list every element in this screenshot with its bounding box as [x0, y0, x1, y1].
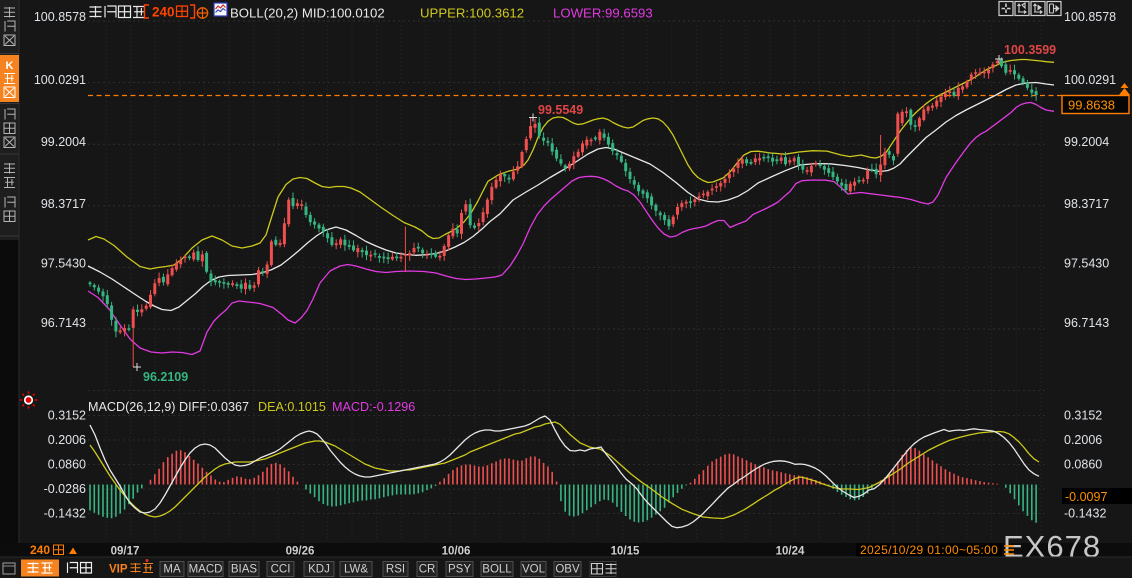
svg-text:UPPER:100.3612: UPPER:100.3612 [420, 6, 524, 21]
svg-text:96.2109: 96.2109 [143, 370, 188, 384]
svg-text:-0.0097: -0.0097 [1065, 490, 1107, 504]
svg-text:99.8638: 99.8638 [1068, 98, 1115, 113]
svg-text:KDJ: KDJ [308, 564, 330, 576]
svg-text:RSI: RSI [386, 564, 405, 576]
svg-text:VIP: VIP [109, 564, 128, 576]
svg-text:0.0860: 0.0860 [1064, 458, 1102, 472]
svg-text:-0.1432: -0.1432 [1064, 507, 1106, 521]
svg-text:96.7143: 96.7143 [1064, 316, 1109, 330]
svg-text:LOWER:99.6593: LOWER:99.6593 [553, 6, 653, 21]
svg-text:0.3152: 0.3152 [48, 409, 86, 423]
svg-text:LW&: LW& [344, 564, 368, 576]
svg-text:100.0291: 100.0291 [34, 73, 86, 87]
svg-text:98.3717: 98.3717 [1064, 197, 1109, 211]
svg-text:0.2006: 0.2006 [1064, 433, 1102, 447]
svg-text:MACD(26,12,9) DIFF:0.0367: MACD(26,12,9) DIFF:0.0367 [88, 400, 249, 414]
svg-text:97.5430: 97.5430 [1064, 256, 1109, 270]
svg-text:PSY: PSY [448, 564, 471, 576]
svg-text:98.3717: 98.3717 [41, 197, 86, 211]
svg-text:DEA:0.1015: DEA:0.1015 [258, 400, 326, 414]
svg-text:CCI: CCI [271, 564, 291, 576]
svg-text:10/24: 10/24 [776, 546, 805, 558]
svg-text:EX678: EX678 [1003, 529, 1101, 564]
svg-text:OBV: OBV [555, 564, 580, 576]
svg-text:100.3599: 100.3599 [1004, 43, 1056, 57]
svg-text:BOLL: BOLL [482, 564, 512, 576]
svg-text:240: 240 [152, 5, 175, 20]
svg-text:0.0860: 0.0860 [48, 458, 86, 472]
svg-text:0.2006: 0.2006 [48, 433, 86, 447]
svg-text:BOLL(20,2) MID:100.0102: BOLL(20,2) MID:100.0102 [230, 6, 385, 21]
svg-text:MACD:-0.1296: MACD:-0.1296 [332, 400, 415, 414]
svg-text:10/06: 10/06 [442, 546, 471, 558]
svg-text:VOL: VOL [522, 564, 546, 576]
svg-text:99.2004: 99.2004 [41, 135, 86, 149]
svg-text:100.8578: 100.8578 [1064, 10, 1116, 24]
svg-text:09/17: 09/17 [111, 546, 140, 558]
svg-text:K: K [6, 60, 14, 72]
svg-text:MACD: MACD [189, 564, 223, 576]
svg-text:-0.0286: -0.0286 [44, 482, 86, 496]
svg-text:0.3152: 0.3152 [1064, 409, 1102, 423]
svg-text:09/26: 09/26 [286, 546, 315, 558]
svg-text:99.2004: 99.2004 [1064, 135, 1109, 149]
svg-text:99.5549: 99.5549 [538, 103, 583, 117]
svg-text:CR: CR [419, 564, 436, 576]
svg-text:-0.1432: -0.1432 [44, 507, 86, 521]
svg-text:MA: MA [163, 564, 181, 576]
svg-text:97.5430: 97.5430 [41, 256, 86, 270]
svg-text:2025/10/29 01:00~05:00: 2025/10/29 01:00~05:00 [860, 543, 998, 557]
svg-text:BIAS: BIAS [231, 564, 258, 576]
svg-text:100.8578: 100.8578 [34, 10, 86, 24]
svg-text:240: 240 [30, 543, 50, 557]
svg-text:96.7143: 96.7143 [41, 316, 86, 330]
svg-text:100.0291: 100.0291 [1064, 73, 1116, 87]
svg-text:10/15: 10/15 [611, 546, 640, 558]
